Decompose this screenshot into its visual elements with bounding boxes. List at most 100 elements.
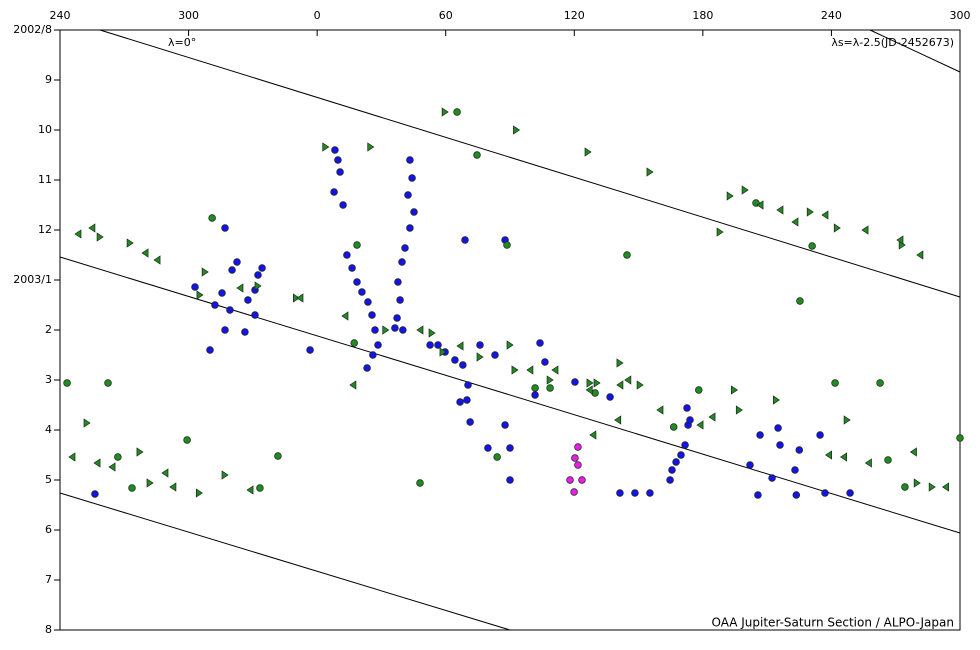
x-tick-label: 300 bbox=[178, 9, 199, 22]
point bbox=[330, 188, 338, 196]
point bbox=[792, 491, 801, 499]
point bbox=[825, 450, 832, 460]
point bbox=[196, 290, 204, 300]
point bbox=[136, 447, 144, 457]
point bbox=[114, 453, 122, 461]
point bbox=[206, 346, 214, 354]
x-tick-label: 300 bbox=[950, 9, 971, 22]
y-tick-label: 2003/1 bbox=[13, 273, 52, 286]
point bbox=[531, 391, 539, 399]
point bbox=[506, 476, 514, 484]
point bbox=[350, 339, 358, 347]
y-tick-label: 2 bbox=[45, 323, 52, 336]
point bbox=[791, 217, 799, 227]
point bbox=[716, 227, 724, 237]
point bbox=[364, 298, 372, 306]
point bbox=[746, 461, 754, 469]
point bbox=[795, 446, 804, 454]
point bbox=[331, 146, 339, 154]
point bbox=[884, 456, 892, 464]
point bbox=[258, 264, 266, 272]
point bbox=[416, 325, 424, 335]
y-tick-label: 12 bbox=[38, 223, 52, 236]
point bbox=[246, 485, 254, 495]
point bbox=[466, 418, 474, 426]
point bbox=[501, 421, 509, 429]
point bbox=[161, 468, 169, 478]
point bbox=[208, 214, 216, 222]
point bbox=[358, 288, 366, 296]
point bbox=[646, 167, 654, 177]
plot-frame bbox=[59, 29, 961, 631]
point bbox=[473, 151, 481, 159]
point bbox=[816, 431, 824, 439]
point bbox=[363, 364, 371, 372]
point bbox=[369, 351, 377, 359]
point bbox=[244, 296, 252, 304]
point bbox=[371, 326, 379, 334]
point bbox=[586, 378, 594, 388]
point bbox=[226, 306, 234, 314]
point bbox=[843, 415, 851, 425]
reference-line bbox=[99, 29, 961, 298]
point bbox=[254, 281, 262, 291]
point bbox=[631, 489, 639, 497]
point bbox=[476, 341, 484, 349]
point bbox=[833, 223, 841, 233]
point bbox=[578, 476, 586, 484]
point bbox=[296, 293, 304, 303]
y-tick-label: 7 bbox=[45, 573, 52, 586]
point bbox=[776, 441, 784, 449]
point bbox=[896, 235, 904, 245]
point bbox=[909, 447, 917, 457]
point bbox=[584, 147, 592, 157]
point bbox=[221, 326, 229, 334]
point bbox=[391, 324, 399, 332]
point bbox=[526, 365, 534, 375]
point bbox=[336, 168, 344, 176]
point bbox=[169, 482, 177, 492]
x-tick-label: 240 bbox=[50, 9, 71, 22]
point bbox=[821, 210, 829, 220]
point bbox=[536, 339, 544, 347]
point bbox=[406, 224, 414, 232]
point bbox=[808, 242, 816, 250]
point bbox=[695, 386, 703, 394]
point bbox=[221, 224, 229, 232]
point bbox=[574, 443, 582, 451]
point bbox=[756, 200, 764, 210]
point bbox=[901, 483, 909, 491]
point bbox=[506, 340, 514, 350]
point bbox=[773, 395, 780, 405]
point bbox=[108, 462, 116, 472]
y-tick-label: 3 bbox=[45, 373, 52, 386]
point bbox=[672, 458, 680, 466]
point bbox=[566, 476, 574, 484]
point bbox=[624, 375, 632, 385]
reference-line bbox=[869, 29, 961, 73]
point bbox=[126, 238, 134, 248]
point bbox=[451, 356, 459, 364]
point bbox=[791, 466, 799, 474]
point bbox=[404, 191, 412, 199]
point bbox=[606, 393, 614, 401]
x-tick-label: 60 bbox=[439, 9, 453, 22]
point bbox=[796, 297, 804, 305]
point bbox=[343, 251, 351, 259]
point bbox=[677, 451, 685, 459]
point bbox=[666, 476, 674, 484]
point bbox=[513, 125, 521, 135]
point bbox=[322, 142, 330, 152]
point bbox=[459, 361, 467, 369]
point bbox=[74, 229, 82, 239]
point bbox=[96, 232, 104, 242]
point bbox=[334, 156, 342, 164]
point bbox=[861, 225, 869, 235]
point bbox=[591, 389, 599, 397]
point bbox=[306, 346, 314, 354]
point bbox=[616, 489, 624, 497]
point bbox=[91, 490, 99, 498]
point bbox=[195, 488, 203, 498]
y-tick-label: 11 bbox=[38, 173, 52, 186]
x-tick-label: 0 bbox=[314, 9, 321, 22]
